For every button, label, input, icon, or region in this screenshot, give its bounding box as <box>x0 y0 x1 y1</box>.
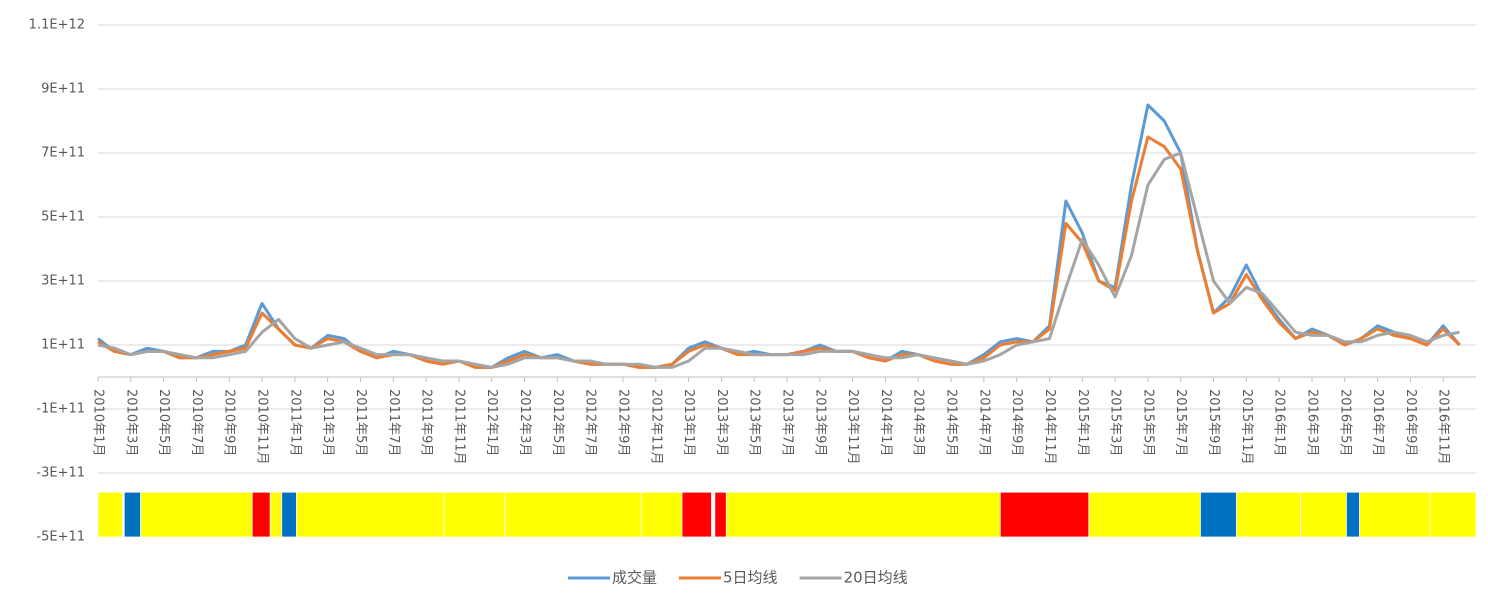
x-tick-label: 2015年5月 <box>1140 389 1155 456</box>
x-tick-label: 2013年1月 <box>681 389 696 456</box>
x-tick-label: 2016年5月 <box>1337 389 1352 456</box>
legend: 成交量 5日均线 20日均线 <box>568 569 908 587</box>
x-tick-label: 2011年1月 <box>287 389 302 456</box>
x-tick-label: 2014年11月 <box>1042 389 1057 465</box>
x-tick-label: 2010年5月 <box>156 389 171 456</box>
x-tick-label: 2013年9月 <box>812 389 827 456</box>
legend-label: 5日均线 <box>723 569 778 587</box>
regime-band <box>999 491 1090 538</box>
y-tick-label: 5E+11 <box>41 210 85 225</box>
x-tick-label: 2012年3月 <box>517 389 532 456</box>
y-tick-label: 1E+11 <box>41 338 85 353</box>
regime-band <box>251 491 271 538</box>
x-tick-label: 2014年9月 <box>1009 389 1024 456</box>
y-tick-label: -3E+11 <box>36 466 85 481</box>
x-tick-label: 2015年11月 <box>1239 389 1254 465</box>
regime-band <box>443 491 506 538</box>
regime-band <box>269 491 283 538</box>
y-tick-label: 1.1E+12 <box>29 18 85 33</box>
x-tick-label: 2010年7月 <box>189 389 204 456</box>
x-tick-label: 2016年11月 <box>1436 389 1451 465</box>
x-tick-label: 2011年5月 <box>353 389 368 456</box>
regime-band <box>640 491 683 538</box>
regime-band <box>714 491 727 538</box>
legend-label: 成交量 <box>612 569 657 587</box>
x-tick-label: 2013年5月 <box>747 389 762 456</box>
x-tick-label: 2011年3月 <box>320 389 335 456</box>
x-tick-label: 2015年1月 <box>1075 389 1090 456</box>
x-tick-label: 2013年3月 <box>714 389 729 456</box>
legend-label: 20日均线 <box>844 569 908 587</box>
regime-band <box>123 491 142 538</box>
regime-band <box>1359 491 1431 538</box>
x-tick-label: 2014年3月 <box>911 389 926 456</box>
regime-band <box>1300 491 1347 538</box>
x-tick-label: 2010年1月 <box>91 389 106 456</box>
y-tick-label: 9E+11 <box>41 82 85 97</box>
series-line <box>97 135 1461 369</box>
series-line <box>97 103 1461 369</box>
regime-band <box>1088 491 1201 538</box>
x-tick-label: 2014年7月 <box>976 389 991 456</box>
y-tick-label: -5E+11 <box>36 530 85 545</box>
regime-band <box>281 491 297 538</box>
regime-band <box>1429 491 1477 538</box>
x-tick-label: 2016年1月 <box>1272 389 1287 456</box>
regime-band <box>725 491 1001 538</box>
x-tick-label: 2010年9月 <box>222 389 237 456</box>
regime-band <box>1346 491 1360 538</box>
x-tick-label: 2011年9月 <box>419 389 434 456</box>
regime-band <box>296 491 445 538</box>
x-tick-label: 2012年7月 <box>583 389 598 456</box>
x-tick-label: 2016年3月 <box>1304 389 1319 456</box>
x-tick-label: 2015年7月 <box>1173 389 1188 456</box>
y-tick-label: 7E+11 <box>41 146 85 161</box>
regime-band <box>1200 491 1237 538</box>
regime-band <box>1236 491 1301 538</box>
x-tick-label: 2012年5月 <box>550 389 565 456</box>
series-line <box>97 151 1460 369</box>
x-tick-label: 2012年9月 <box>615 389 630 456</box>
y-tick-label: 3E+11 <box>41 274 85 289</box>
x-tick-label: 2013年11月 <box>845 389 860 465</box>
x-tick-label: 2014年5月 <box>944 389 959 456</box>
x-tick-label: 2014年1月 <box>878 389 893 456</box>
x-tick-label: 2016年9月 <box>1403 389 1418 456</box>
regime-band <box>504 491 642 538</box>
x-tick-label: 2010年3月 <box>123 389 138 456</box>
x-tick-label: 2011年11月 <box>451 389 466 465</box>
regime-band <box>97 491 124 538</box>
y-tick-label: -1E+11 <box>36 402 85 417</box>
x-tick-label: 2016年7月 <box>1370 389 1385 456</box>
regime-band <box>681 491 712 538</box>
x-tick-label: 2015年3月 <box>1108 389 1123 456</box>
x-tick-label: 2011年7月 <box>386 389 401 456</box>
regime-band <box>140 491 253 538</box>
x-tick-label: 2012年11月 <box>648 389 663 465</box>
x-tick-label: 2015年9月 <box>1206 389 1221 456</box>
x-tick-label: 2010年11月 <box>255 389 270 465</box>
x-tick-label: 2012年1月 <box>484 389 499 456</box>
x-tick-label: 2013年7月 <box>780 389 795 456</box>
